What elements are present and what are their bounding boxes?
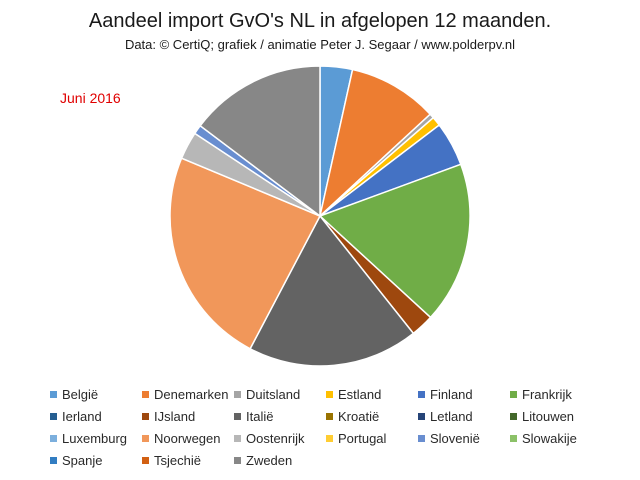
legend-label: Portugal — [338, 430, 387, 446]
date-annotation: Juni 2016 — [60, 90, 121, 106]
legend-label: Finland — [430, 386, 473, 402]
legend-swatch — [234, 412, 241, 420]
legend-label: Litouwen — [522, 408, 575, 424]
pie-slice-itali- — [249, 214, 415, 367]
legend-swatch — [234, 456, 241, 464]
legend-label: Spanje — [62, 452, 103, 468]
legend-label: België — [62, 386, 99, 402]
legend-swatch — [510, 412, 517, 420]
legend-item: Kroatië — [326, 408, 418, 424]
pie-slice-zweden — [199, 65, 321, 218]
legend-item: Duitsland — [234, 386, 326, 402]
chart-subtitle: Data: © CertiQ; grafiek / animatie Peter… — [124, 37, 516, 52]
legend-label: Tsjechië — [154, 452, 201, 468]
legend-label: Italië — [246, 408, 274, 424]
legend-label: Estland — [338, 386, 382, 402]
legend-swatch — [142, 412, 149, 420]
legend-label: Frankrijk — [522, 386, 572, 402]
legend-item: Letland — [418, 408, 510, 424]
legend-item: Tsjechië — [142, 452, 234, 468]
legend-swatch — [418, 412, 425, 420]
legend-label: Duitsland — [246, 386, 301, 402]
legend-item: Zweden — [234, 452, 326, 468]
legend-item: Spanje — [50, 452, 142, 468]
legend-swatch — [326, 412, 333, 420]
legend-label: Noorwegen — [154, 430, 221, 446]
legend-label: Oostenrijk — [246, 430, 305, 446]
legend-swatch — [326, 390, 333, 398]
legend-label: Zweden — [246, 452, 293, 468]
chart-title: Aandeel import GvO's NL in afgelopen 12 … — [88, 10, 552, 32]
legend-label: Ierland — [62, 408, 102, 424]
pie-slice-noorwegen — [169, 157, 322, 350]
legend-swatch — [142, 456, 149, 464]
pie-slice-denemarken — [318, 68, 432, 219]
legend-swatch — [234, 434, 241, 442]
legend-swatch — [234, 390, 241, 398]
legend-label: Slovenië — [430, 430, 480, 446]
legend-item: Luxemburg — [50, 430, 142, 446]
legend-label: IJsland — [154, 408, 196, 424]
legend-swatch — [510, 390, 517, 398]
legend-item: Estland — [326, 386, 418, 402]
legend-swatch — [50, 434, 57, 442]
legend-swatch — [142, 390, 149, 398]
legend-item: Frankrijk — [510, 386, 602, 402]
legend-item: Slovenië — [418, 430, 510, 446]
legend-item: Italië — [234, 408, 326, 424]
pie-slices — [169, 65, 471, 367]
legend-item: Finland — [418, 386, 510, 402]
legend-item: Oostenrijk — [234, 430, 326, 446]
legend-item: Noorwegen — [142, 430, 234, 446]
legend-swatch — [50, 456, 57, 464]
legend-item: IJsland — [142, 408, 234, 424]
legend-swatch — [418, 390, 425, 398]
legend-item: Portugal — [326, 430, 418, 446]
legend-label: Kroatië — [338, 408, 380, 424]
pie-slice-frankrijk — [318, 163, 471, 319]
legend-item: Litouwen — [510, 408, 602, 424]
legend-item: Denemarken — [142, 386, 234, 402]
legend-swatch — [510, 434, 517, 442]
legend-label: Slowakije — [522, 430, 577, 446]
legend-swatch — [326, 434, 333, 442]
legend-label: Luxemburg — [62, 430, 128, 446]
legend-item: Slowakije — [510, 430, 602, 446]
legend-swatch — [50, 412, 57, 420]
legend-swatch — [50, 390, 57, 398]
legend-swatch — [418, 434, 425, 442]
chart-legend: België Denemarken Duitsland Estland Finland F… — [50, 386, 640, 468]
legend-label: Letland — [430, 408, 473, 424]
legend-item: België — [50, 386, 142, 402]
legend-swatch — [142, 434, 149, 442]
legend-label: Denemarken — [154, 386, 229, 402]
legend-item: Ierland — [50, 408, 142, 424]
